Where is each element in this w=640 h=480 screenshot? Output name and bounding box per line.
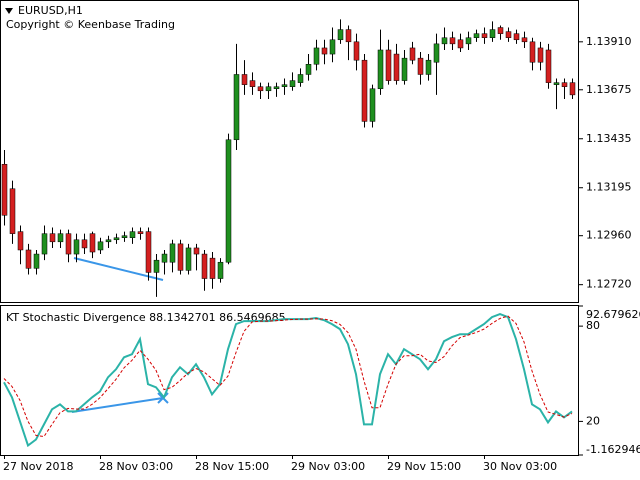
candle-body (545, 49, 552, 83)
candle-body (209, 257, 216, 279)
candle-body (297, 74, 304, 83)
candle-body (97, 241, 104, 251)
candle-body (553, 82, 560, 85)
candle-body (25, 249, 32, 269)
candle-body (321, 47, 328, 55)
candle-body (265, 86, 272, 92)
candle-body (361, 59, 368, 122)
candle-body (105, 239, 112, 243)
candle-body (449, 37, 456, 45)
candle-body (241, 74, 248, 85)
chart-subtitle: Copyright © Keenbase Trading (6, 18, 175, 31)
candle-body (353, 41, 360, 61)
candle-body (249, 80, 256, 87)
y-tick-label: 92.679626 (586, 308, 640, 321)
indicator-panel-frame (0, 305, 579, 456)
candle-body (313, 47, 320, 65)
y-tick-label: 1.13675 (586, 83, 632, 96)
candle-body (169, 243, 176, 263)
x-tick-label: 28 Nov 03:00 (99, 460, 173, 473)
x-tick-label: 29 Nov 15:00 (387, 460, 461, 473)
candle-body (153, 259, 160, 273)
candle-body (441, 37, 448, 45)
candle-body (337, 29, 344, 41)
candle-body (505, 31, 512, 38)
candle-body (569, 82, 576, 96)
candle-body (305, 64, 312, 75)
candle-body (273, 86, 280, 90)
candle-body (377, 49, 384, 90)
candle-body (217, 261, 224, 279)
x-tick-label: 30 Nov 03:00 (483, 460, 557, 473)
candle-body (329, 39, 336, 55)
candle-body (529, 41, 536, 63)
candle-body (473, 33, 480, 38)
candle-body (369, 88, 376, 122)
candle-body (177, 243, 184, 271)
candle-body (489, 29, 496, 38)
candle-body (193, 247, 200, 255)
candle-body (417, 57, 424, 75)
candle-body (425, 59, 432, 75)
candle-body (201, 253, 208, 279)
y-tick-label: 1.12960 (586, 229, 632, 242)
candle-body (185, 247, 192, 271)
candle-body (561, 82, 568, 87)
candle-body (161, 253, 168, 263)
main-line (3, 313, 573, 448)
divergence-marker (157, 392, 169, 404)
candle-body (537, 47, 544, 63)
candle-body (465, 37, 472, 45)
candle-body (49, 233, 56, 243)
candle-body (145, 231, 152, 273)
candle-body (9, 188, 16, 234)
candle-body (385, 49, 392, 81)
y-tick-label: 1.13910 (586, 35, 632, 48)
candle-body (257, 86, 264, 92)
candle-body (481, 33, 488, 38)
candle-body (33, 253, 40, 269)
candle-body (113, 237, 120, 241)
chart-title: EURUSD,H1 (18, 4, 83, 17)
candle-body (289, 80, 296, 87)
y-tick-label: 1.13435 (586, 132, 632, 145)
signal-line (3, 315, 573, 438)
main-panel-frame (0, 0, 579, 303)
candle-body (409, 47, 416, 61)
candle-body (401, 57, 408, 81)
candle-body (233, 74, 240, 141)
candle-body (41, 233, 48, 255)
candle-body (225, 139, 232, 263)
candle-body (393, 53, 400, 81)
x-tick-label: 28 Nov 15:00 (195, 460, 269, 473)
indicator-title: KT Stochastic Divergence 88.1342701 86.5… (6, 311, 286, 324)
candle-body (457, 39, 464, 49)
candle-body (17, 231, 24, 251)
candle-body (81, 239, 88, 249)
y-tick-label: -1.1629462 (586, 443, 640, 456)
candle-body (73, 239, 80, 255)
candle-body (521, 37, 528, 43)
candle-body (281, 84, 288, 87)
candle-body (137, 231, 144, 234)
candle-body (89, 233, 96, 253)
candle-body (121, 235, 128, 238)
candle-body (57, 233, 64, 243)
candle-body (513, 33, 520, 41)
indicator-divergence-line (71, 397, 164, 413)
candle-body (129, 231, 136, 238)
candle-body (497, 27, 504, 34)
candle-body (433, 43, 440, 63)
menu-triangle (5, 8, 13, 14)
y-tick-label: 80 (586, 319, 600, 332)
y-tick-label: 1.12720 (586, 278, 632, 291)
y-tick-label: 20 (586, 414, 600, 427)
y-tick-label: 1.13195 (586, 181, 632, 194)
x-tick-label: 29 Nov 03:00 (291, 460, 365, 473)
candle-body (65, 233, 72, 255)
candle-body (345, 29, 352, 43)
x-tick-label: 27 Nov 2018 (3, 460, 73, 473)
candle-body (1, 164, 8, 216)
